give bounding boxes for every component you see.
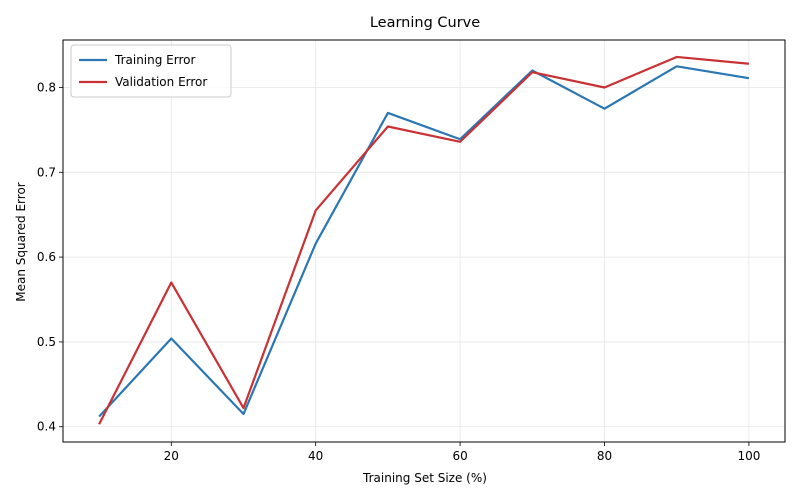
- y-tick-label: 0.7: [37, 165, 56, 179]
- y-tick-label: 0.5: [37, 335, 56, 349]
- series-line-training-error: [98, 65, 750, 418]
- legend-label: Validation Error: [115, 75, 207, 89]
- legend-label: Training Error: [114, 53, 195, 67]
- series-lines: [98, 55, 750, 425]
- y-tick-label: 0.6: [37, 250, 56, 264]
- x-axis-label: Training Set Size (%): [362, 471, 487, 485]
- y-axis-ticks: 0.4 0.5 0.6 0.7 0.8: [37, 80, 63, 434]
- x-tick-label: 100: [737, 449, 760, 463]
- legend-box: [70, 44, 232, 98]
- x-tick-label: 60: [452, 449, 467, 463]
- y-tick-label: 0.8: [37, 80, 56, 94]
- grid-lines: [63, 40, 785, 442]
- plot-frame: [62, 39, 786, 443]
- x-tick-label: 40: [308, 449, 323, 463]
- y-axis-label: Mean Squared Error: [14, 182, 28, 302]
- chart-title: Learning Curve: [370, 15, 480, 31]
- y-tick-label: 0.4: [37, 420, 56, 434]
- x-axis-ticks: 20 40 60 80 100: [164, 442, 760, 463]
- legend: Training Error Validation Error: [70, 44, 232, 98]
- x-tick-label: 20: [164, 449, 179, 463]
- series-line-validation-error: [98, 55, 750, 425]
- x-tick-label: 80: [597, 449, 612, 463]
